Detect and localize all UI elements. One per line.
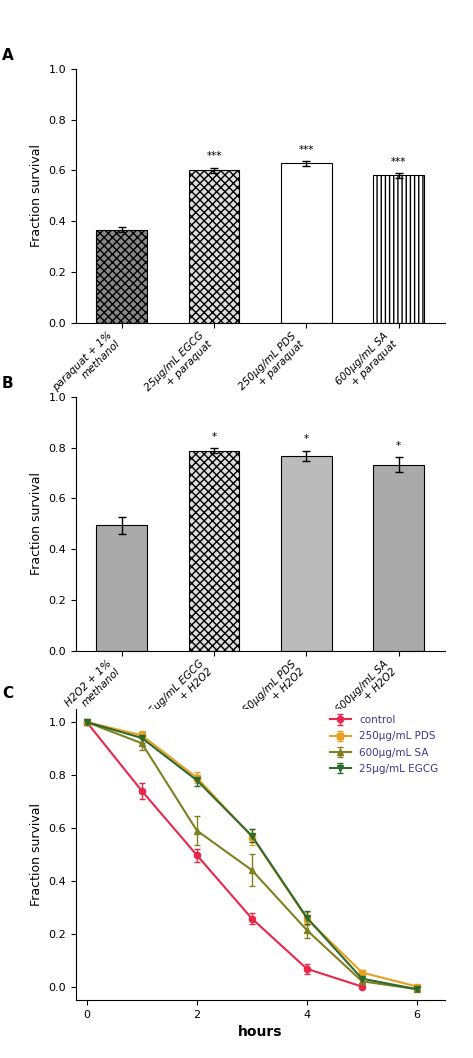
Text: *: * (211, 432, 217, 442)
Bar (281, 164, 332, 323)
Text: ***: *** (206, 151, 222, 162)
X-axis label: hours: hours (238, 1025, 282, 1039)
Text: C: C (2, 686, 13, 700)
Text: *: * (396, 440, 401, 451)
Text: B: B (2, 377, 14, 391)
Y-axis label: Fraction survival: Fraction survival (30, 144, 43, 248)
Y-axis label: Fraction survival: Fraction survival (30, 803, 43, 906)
Bar (189, 451, 239, 651)
Bar (189, 170, 239, 323)
Y-axis label: Fraction survival: Fraction survival (30, 472, 43, 576)
Bar (281, 456, 332, 651)
Bar (96, 230, 147, 323)
Text: ***: *** (298, 145, 314, 154)
Text: *: * (304, 435, 309, 444)
Text: A: A (2, 49, 14, 63)
Bar (96, 526, 147, 651)
Legend: control, 250μg/mL PDS, 600μg/mL SA, 25μg/mL EGCG: control, 250μg/mL PDS, 600μg/mL SA, 25μg… (326, 711, 443, 778)
Bar (373, 176, 424, 323)
Text: ***: *** (391, 157, 406, 166)
Bar (373, 464, 424, 651)
